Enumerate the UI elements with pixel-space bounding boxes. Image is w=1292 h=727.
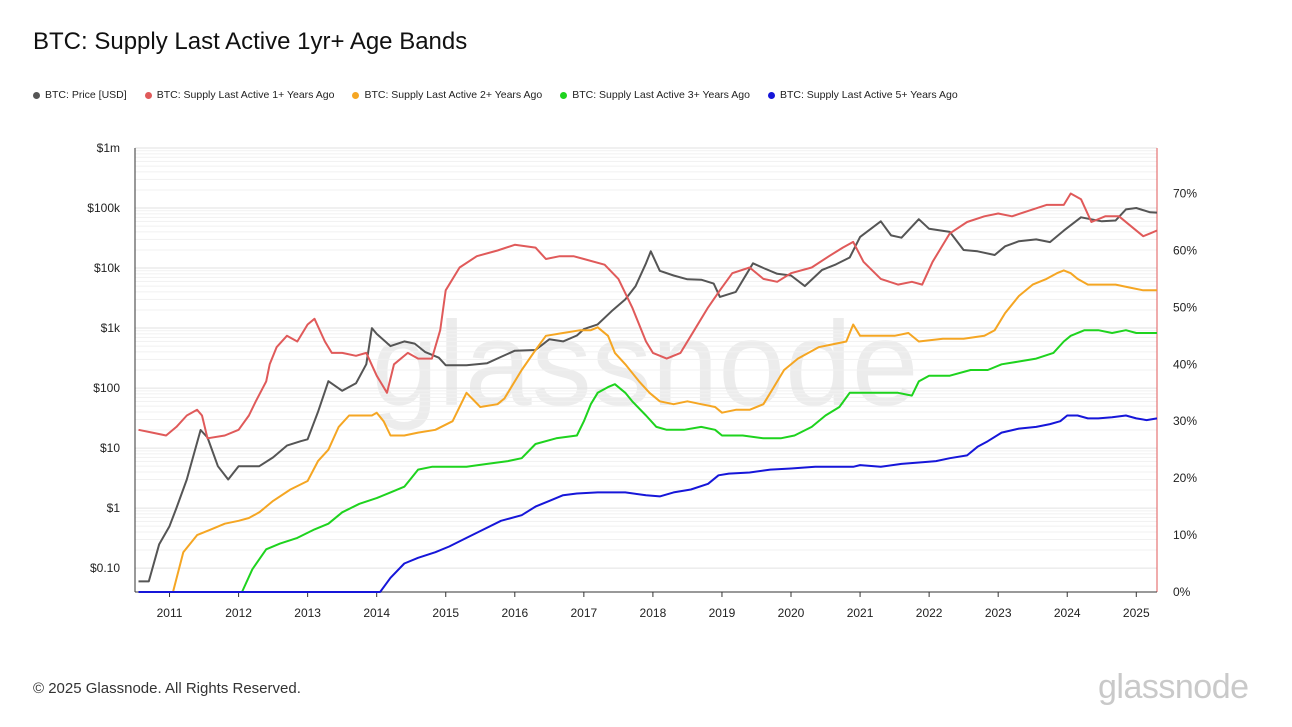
x-tick-label: 2014 [363, 606, 390, 620]
tick-labels: $0.10 $1 $10 $100 $1k $10k $100k $1m 0% 10% 20% 30%… [87, 141, 1197, 620]
y-right-tick-label: 0% [1173, 585, 1191, 599]
legend-item-1y[interactable]: BTC: Supply Last Active 1+ Years Ago [144, 89, 335, 101]
x-tick-label: 2020 [778, 606, 805, 620]
y-right-tick-label: 70% [1173, 187, 1197, 201]
legend-marker [352, 91, 360, 99]
y-left-tick-label: $1 [107, 501, 121, 515]
y-left-tick-label: $10 [100, 441, 120, 455]
y-left-tick-label: $0.10 [90, 561, 120, 575]
x-tick-label: 2025 [1123, 606, 1150, 620]
series-line-0 [138, 207, 1158, 583]
series-lines [138, 192, 1158, 593]
y-left-tick-label: $1m [97, 141, 120, 155]
legend-label: BTC: Supply Last Active 5+ Years Ago [779, 89, 958, 101]
series-line-1 [138, 192, 1158, 440]
legend-marker [144, 91, 152, 99]
x-tick-label: 2021 [847, 606, 874, 620]
x-tick-label: 2011 [157, 606, 183, 620]
y-right-tick-label: 10% [1173, 528, 1197, 542]
legend: BTC: Price [USD] BTC: Supply Last Active… [33, 89, 958, 101]
x-tick-label: 2016 [501, 606, 528, 620]
y-left-tick-label: $1k [101, 321, 121, 335]
x-tick-label: 2024 [1054, 606, 1081, 620]
x-tick-label: 2022 [916, 606, 943, 620]
series-line-2 [172, 269, 1157, 593]
brand-logo: glassnode [1098, 668, 1249, 706]
x-tick-label: 2017 [570, 606, 597, 620]
legend-item-5y[interactable]: BTC: Supply Last Active 5+ Years Ago [767, 89, 958, 101]
y-right-tick-label: 20% [1173, 471, 1197, 485]
legend-marker [560, 91, 568, 99]
x-tick-label: 2015 [432, 606, 459, 620]
legend-marker [33, 91, 40, 99]
x-tick-label: 2013 [294, 606, 321, 620]
y-left-tick-label: $10k [94, 261, 121, 275]
y-left-tick-label: $100 [93, 381, 120, 395]
x-tick-label: 2012 [225, 606, 252, 620]
series-line-4 [138, 414, 1158, 593]
copyright-footer: © 2025 Glassnode. All Rights Reserved. [33, 680, 301, 697]
y-left-tick-label: $100k [87, 201, 121, 215]
legend-item-2y[interactable]: BTC: Supply Last Active 2+ Years Ago [352, 89, 542, 101]
x-tick-label: 2019 [709, 606, 736, 620]
gridlines [135, 147, 1157, 569]
legend-item-price[interactable]: BTC: Price [USD] [33, 89, 127, 101]
legend-marker [767, 91, 775, 99]
x-tick-label: 2018 [640, 606, 667, 620]
legend-label: BTC: Supply Last Active 2+ Years Ago [364, 89, 543, 101]
legend-label: BTC: Supply Last Active 1+ Years Ago [156, 89, 335, 101]
y-right-tick-label: 40% [1173, 357, 1197, 371]
y-right-tick-label: 30% [1173, 414, 1197, 428]
y-right-tick-label: 60% [1173, 243, 1197, 257]
series-line-3 [241, 329, 1157, 593]
watermark: glassnode [371, 297, 918, 431]
y-right-tick-label: 50% [1173, 300, 1197, 314]
legend-label: BTC: Price [USD] [45, 89, 127, 101]
chart-title: BTC: Supply Last Active 1yr+ Age Bands [33, 28, 468, 55]
legend-label: BTC: Supply Last Active 3+ Years Ago [572, 89, 750, 101]
x-tick-label: 2023 [985, 606, 1012, 620]
legend-item-3y[interactable]: BTC: Supply Last Active 3+ Years Ago [560, 89, 750, 101]
